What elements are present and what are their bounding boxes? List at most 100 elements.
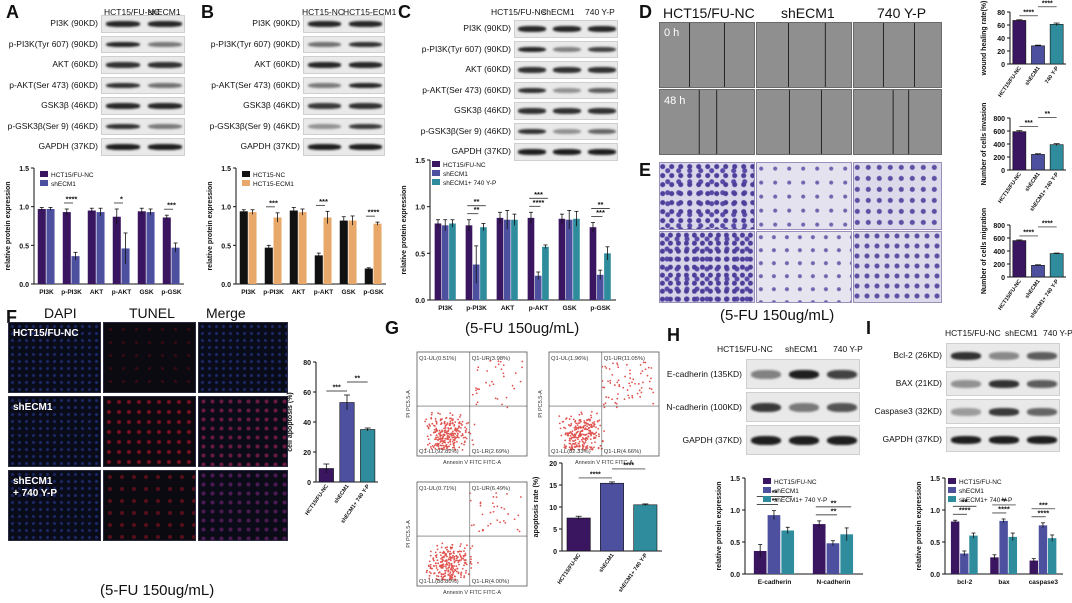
y-tick-label: 0 [553, 549, 557, 556]
legend-label: shECM1+ 740 Y-P [959, 497, 1012, 504]
blot-b-row-1 [303, 35, 385, 53]
blot-h-row-label-1: N-cadherin (100KD) [666, 401, 742, 412]
flow-event [578, 419, 581, 422]
flow-event [440, 557, 442, 560]
blot-band [587, 128, 616, 135]
flow-event [593, 420, 596, 423]
blot-a-row-6 [101, 138, 185, 156]
y-tick-label: 20 [997, 49, 1005, 56]
flow-y-axis-label: PI PC5.5-A [406, 520, 412, 548]
flow-event [581, 440, 584, 443]
flow-event [571, 433, 573, 435]
blot-band [518, 128, 547, 135]
flow-event [492, 502, 494, 505]
flow-event [471, 393, 474, 396]
flow-event [449, 557, 452, 560]
flow-event [427, 443, 429, 446]
flow-event [428, 574, 431, 577]
y-tick-label: 1.5 [19, 166, 29, 173]
blot-c-row-label-5: p-GSK3β(Ser 9) (46KD) [420, 125, 511, 136]
flow-event [478, 388, 481, 391]
flow-event [581, 430, 584, 433]
flow-event [636, 392, 639, 395]
flow-event [652, 402, 655, 405]
y-tick-label: 1.0 [415, 205, 425, 212]
blot-band [553, 128, 581, 135]
legend-swatch [763, 496, 771, 502]
blot-h-col-head-1: shECM1 [785, 344, 818, 354]
flow-event [628, 382, 631, 385]
blot-band [950, 380, 982, 388]
bar [1049, 253, 1064, 278]
flow-event [450, 578, 453, 581]
tunel-tunel-sh [103, 396, 196, 467]
chart-g: 0 5 10 15 20 apoptosis rate (%) HCT15/FU-NC shE… [533, 461, 662, 594]
flow-event [578, 432, 581, 435]
flow-event [449, 575, 452, 578]
flow-event [453, 429, 456, 431]
flow-event [617, 379, 620, 382]
flow-event [582, 437, 585, 440]
sig-label: **** [623, 462, 634, 469]
blot-band [308, 144, 341, 150]
flow-event [438, 571, 441, 573]
flow-event [589, 433, 592, 436]
bar [339, 220, 348, 284]
flow-event [442, 563, 445, 566]
flow-event [467, 431, 470, 434]
bar [1012, 240, 1027, 278]
flow-event [502, 375, 505, 378]
flow-event [427, 438, 430, 441]
blot-band [148, 103, 182, 109]
x-tick-label: shECM1 [1024, 172, 1041, 193]
sig-label: *** [534, 190, 543, 199]
flow-event [575, 428, 578, 431]
blot-band [553, 149, 581, 155]
y-axis-label: Number of cells migration [981, 208, 988, 294]
flow-event [434, 417, 437, 420]
flow-event [570, 415, 573, 418]
flow-event [586, 419, 588, 422]
flow-event [488, 384, 491, 387]
flow-event [576, 438, 579, 441]
flow-event [650, 388, 653, 391]
flow-event [459, 416, 461, 418]
flow-event [453, 575, 456, 578]
bar [969, 535, 978, 574]
flow-event [650, 377, 652, 380]
blot-c-row-label-4: GSK3β (46KD) [454, 105, 511, 116]
legend-swatch [242, 171, 250, 177]
transwell-invasion-nc [659, 162, 755, 230]
blot-band [106, 103, 140, 109]
flow-event [441, 560, 444, 563]
flow-event [444, 559, 447, 562]
blot-band [349, 123, 382, 130]
flow-event [503, 508, 506, 510]
flow-event [506, 406, 509, 409]
blot-b-row-5 [303, 117, 385, 135]
y-tick-label: 1.0 [730, 508, 740, 515]
flow-event [631, 394, 634, 397]
flow-event [496, 505, 499, 508]
flow-event [442, 573, 445, 576]
sig-label: *** [1039, 500, 1048, 509]
flow-event [447, 448, 450, 451]
y-tick-label: 0 [1001, 168, 1005, 175]
flow-event [609, 382, 612, 384]
bar [558, 218, 566, 300]
y-tick-label: 60 [303, 390, 311, 397]
flow-event [451, 434, 454, 437]
flow-event [475, 387, 477, 389]
x-tick-label: E-cadherin [758, 579, 792, 586]
flow-event [647, 366, 650, 369]
legend-swatch [948, 478, 956, 484]
flow-event [424, 420, 427, 423]
bar [465, 225, 473, 300]
flow-event [639, 364, 642, 366]
blot-i-row-label-2: Caspase3 (32KD) [874, 406, 942, 416]
flow-event [448, 558, 451, 561]
flow-event [451, 570, 454, 572]
flow-event [456, 434, 459, 437]
flow-y-axis-label: PI PC5.5-A [406, 390, 412, 418]
flow-event [464, 426, 466, 429]
